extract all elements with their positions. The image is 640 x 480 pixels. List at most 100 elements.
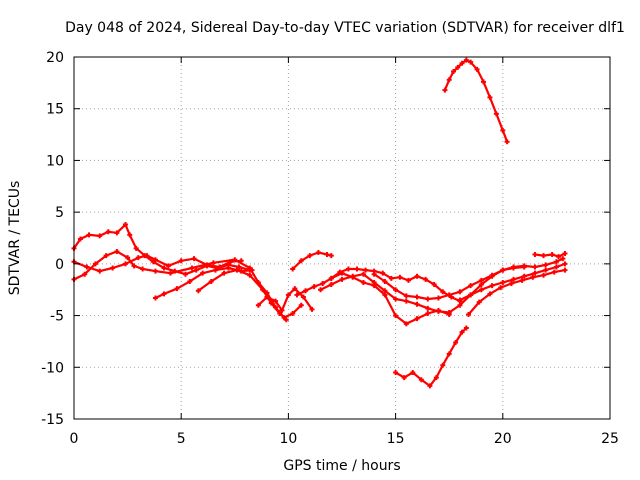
data-point — [459, 60, 465, 66]
data-point — [82, 271, 88, 277]
data-point — [105, 229, 111, 235]
data-point — [459, 329, 465, 335]
data-point — [360, 279, 366, 285]
data-point — [320, 281, 326, 287]
data-point — [446, 351, 452, 357]
data-point — [363, 267, 369, 273]
data-point — [465, 312, 471, 318]
data-point — [339, 270, 345, 276]
data-point — [446, 292, 452, 298]
data-point — [279, 307, 285, 313]
series-track-3 — [71, 253, 244, 274]
data-point — [508, 281, 514, 287]
data-point — [457, 289, 463, 295]
data-point — [543, 262, 549, 268]
data-point — [393, 313, 399, 319]
data-point — [131, 263, 137, 269]
series-line — [197, 269, 288, 321]
data-point — [140, 266, 146, 272]
data-point — [234, 267, 240, 273]
data-point — [187, 278, 193, 284]
data-point — [498, 285, 504, 291]
series-track-6 — [255, 286, 315, 313]
data-point — [221, 270, 227, 276]
data-point — [161, 291, 167, 297]
data-point — [468, 283, 474, 289]
data-point — [354, 266, 360, 272]
data-point — [530, 274, 536, 280]
series-line — [467, 269, 567, 316]
data-point — [204, 262, 210, 268]
series-track-5 — [195, 267, 289, 323]
data-point — [541, 253, 547, 259]
data-point — [532, 252, 538, 258]
data-point — [446, 312, 452, 318]
data-point — [521, 273, 527, 279]
data-point — [152, 257, 158, 263]
data-point — [468, 59, 474, 65]
data-point — [442, 87, 448, 93]
data-point — [397, 274, 403, 280]
x-tick-label: 0 — [70, 431, 79, 447]
data-point — [435, 307, 441, 313]
data-point — [543, 267, 549, 273]
data-point — [549, 252, 555, 258]
y-tick-label: 5 — [55, 205, 64, 221]
data-point — [500, 127, 506, 133]
data-point — [382, 292, 388, 298]
data-point — [453, 339, 459, 345]
data-point — [350, 274, 356, 280]
series-track-7 — [290, 249, 334, 272]
data-point — [165, 263, 171, 269]
data-point — [562, 267, 568, 273]
data-point — [360, 271, 366, 277]
y-tick-label: -5 — [50, 309, 64, 325]
data-point — [125, 255, 131, 261]
data-point — [425, 296, 431, 302]
data-point — [189, 265, 195, 271]
data-point — [468, 292, 474, 298]
data-point — [178, 258, 184, 264]
data-point — [228, 259, 234, 265]
data-point — [433, 375, 439, 381]
series-track-8 — [294, 266, 463, 304]
data-point — [268, 300, 274, 306]
data-point — [521, 263, 527, 269]
data-point — [403, 293, 409, 299]
data-point — [122, 261, 128, 267]
data-point — [193, 267, 199, 273]
data-point — [191, 256, 197, 262]
data-point — [562, 251, 568, 257]
data-point — [556, 254, 562, 260]
data-point — [532, 270, 538, 276]
data-point — [487, 94, 493, 100]
data-point — [345, 266, 351, 272]
data-point — [388, 275, 394, 281]
data-point — [414, 301, 420, 307]
data-point — [127, 232, 133, 238]
data-point — [309, 306, 315, 312]
data-point — [393, 369, 399, 375]
data-point — [382, 278, 388, 284]
data-point — [371, 271, 377, 277]
data-point — [311, 284, 317, 290]
data-point — [283, 317, 289, 323]
x-tick-label: 10 — [279, 431, 297, 447]
data-point — [431, 282, 437, 288]
data-point — [339, 276, 345, 282]
data-point — [249, 267, 255, 273]
data-point — [393, 287, 399, 293]
data-point — [328, 282, 334, 288]
data-point — [292, 286, 298, 292]
data-point — [135, 255, 141, 261]
data-point — [476, 299, 482, 305]
data-point — [110, 265, 116, 271]
series-track-16 — [442, 57, 510, 145]
data-point — [481, 79, 487, 85]
data-point — [114, 230, 120, 236]
x-axis: 0 5 10 15 20 25 — [70, 57, 619, 447]
data-point — [553, 259, 559, 265]
data-point — [238, 258, 244, 264]
data-point — [446, 77, 452, 83]
